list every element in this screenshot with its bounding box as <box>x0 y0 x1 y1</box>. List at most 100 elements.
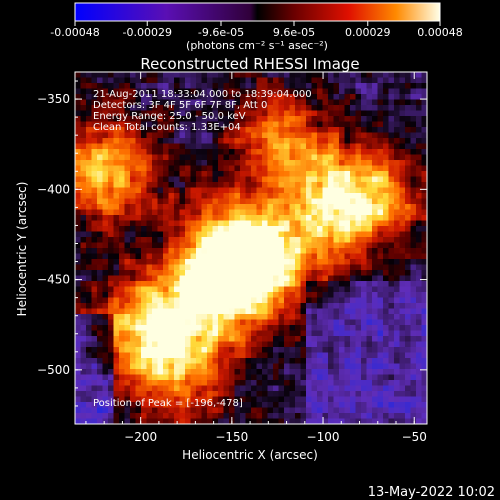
heatmap-cell <box>372 363 378 370</box>
heatmap-cell <box>135 138 142 144</box>
heatmap-cell <box>196 396 202 403</box>
heatmap-cell <box>383 281 389 287</box>
heatmap-cell <box>394 259 400 265</box>
heatmap-cell <box>399 105 406 111</box>
heatmap-cell <box>339 303 345 309</box>
heatmap-cell <box>179 248 186 254</box>
heatmap-cell <box>311 110 318 117</box>
heatmap-cell <box>124 138 131 144</box>
heatmap-cell <box>207 385 213 392</box>
heatmap-cell <box>317 165 323 172</box>
heatmap-cell <box>394 143 400 150</box>
heatmap-cell <box>366 242 373 249</box>
heatmap-cell <box>91 314 98 320</box>
heatmap-cell <box>295 385 301 392</box>
heatmap-cell <box>278 160 285 166</box>
heatmap-cell <box>97 292 103 298</box>
heatmap-cell <box>317 121 323 128</box>
heatmap-cell <box>113 215 120 221</box>
heatmap-cell <box>317 292 323 298</box>
heatmap-cell <box>146 237 153 243</box>
heatmap-cell <box>91 325 98 331</box>
heatmap-cell <box>284 352 290 359</box>
info-line: Energy Range: 25.0 - 50.0 keV <box>93 111 246 122</box>
heatmap-cell <box>410 336 417 342</box>
heatmap-cell <box>141 77 147 84</box>
heatmap-cell <box>179 231 186 238</box>
heatmap-cell <box>295 363 301 370</box>
heatmap-cell <box>163 407 169 414</box>
heatmap-cell <box>300 402 307 408</box>
heatmap-cell <box>383 358 389 364</box>
heatmap-cell <box>196 99 202 106</box>
heatmap-cell <box>102 127 109 133</box>
heatmap-cell <box>388 138 395 144</box>
heatmap-cell <box>295 237 301 243</box>
heatmap-cell <box>245 292 252 298</box>
heatmap-cell <box>91 275 98 282</box>
heatmap-cell <box>196 143 202 150</box>
heatmap-cell <box>377 132 384 139</box>
heatmap-cell <box>223 319 230 326</box>
heatmap-cell <box>311 418 318 425</box>
heatmap-cell <box>377 380 384 386</box>
heatmap-cell <box>223 242 230 249</box>
heatmap-cell <box>355 198 362 205</box>
heatmap-cell <box>388 330 395 337</box>
heatmap-cells <box>75 72 428 425</box>
heatmap-cell <box>135 341 142 348</box>
heatmap-cell <box>190 209 197 216</box>
heatmap-cell <box>295 303 301 309</box>
heatmap-cell <box>300 127 307 133</box>
heatmap-cell <box>306 237 312 243</box>
heatmap-cell <box>344 363 351 370</box>
heatmap-cell <box>185 77 191 84</box>
heatmap-cell <box>267 391 274 397</box>
heatmap-cell <box>218 220 224 227</box>
heatmap-cell <box>410 83 417 89</box>
heatmap-cell <box>124 204 131 210</box>
heatmap-cell <box>377 171 384 177</box>
heatmap-cell <box>339 363 345 370</box>
heatmap-cell <box>399 319 406 326</box>
heatmap-cell <box>97 143 103 150</box>
heatmap-cell <box>229 330 235 337</box>
heatmap-cell <box>344 308 351 315</box>
heatmap-cell <box>421 160 428 166</box>
heatmap-cell <box>399 391 406 397</box>
heatmap-cell <box>212 352 219 359</box>
heatmap-cell <box>289 116 296 122</box>
heatmap-cell <box>262 319 268 326</box>
heatmap-cell <box>333 220 340 227</box>
heatmap-cell <box>333 259 340 265</box>
heatmap-cell <box>366 220 373 227</box>
heatmap-cell <box>190 176 197 183</box>
heatmap-cell <box>135 369 142 375</box>
heatmap-cell <box>201 413 208 419</box>
heatmap-cell <box>344 231 351 238</box>
heatmap-cell <box>405 352 411 359</box>
heatmap-cell <box>218 72 224 78</box>
heatmap-cell <box>119 303 125 309</box>
heatmap-cell <box>185 303 191 309</box>
heatmap-cell <box>410 193 417 199</box>
heatmap-cell <box>179 314 186 320</box>
heatmap-cell <box>289 198 296 205</box>
heatmap-cell <box>75 116 81 122</box>
heatmap-cell <box>80 396 87 403</box>
heatmap-cell <box>190 319 197 326</box>
heatmap-cell <box>322 105 329 111</box>
heatmap-cell <box>399 121 406 128</box>
heatmap-cell <box>251 171 257 177</box>
heatmap-cell <box>108 396 114 403</box>
heatmap-cell <box>124 319 131 326</box>
heatmap-cell <box>421 127 428 133</box>
heatmap-cell <box>267 325 274 331</box>
heatmap-cell <box>251 88 257 95</box>
heatmap-cell <box>317 314 323 320</box>
heatmap-cell <box>339 160 345 166</box>
heatmap-cell <box>333 237 340 243</box>
heatmap-cell <box>163 341 169 348</box>
heatmap-cell <box>355 132 362 139</box>
heatmap-cell <box>383 193 389 199</box>
